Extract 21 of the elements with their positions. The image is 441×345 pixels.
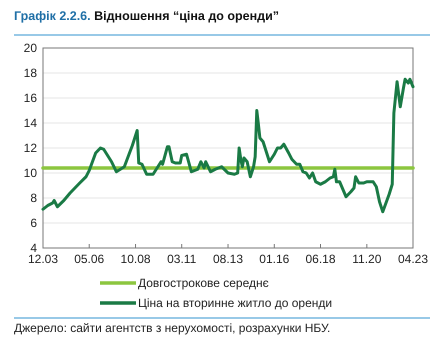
- y-tick-label: 12: [24, 141, 38, 156]
- x-tick-label: 06.18: [305, 252, 336, 266]
- text: Джерело: сайти агентств з нерухомості, розрахунки НБУ.: [14, 321, 330, 335]
- y-tick-label: 18: [24, 66, 38, 80]
- x-tick-label: 05.06: [74, 252, 105, 266]
- x-tick-label: 04.23: [398, 252, 428, 266]
- y-tick-label: 14: [24, 116, 38, 130]
- y-tick-label: 16: [24, 91, 38, 106]
- x-tick-label: 03.11: [167, 252, 197, 266]
- y-tick-label: 6: [30, 216, 38, 230]
- legend-label: Довгострокове середнє: [138, 276, 269, 290]
- x-tick-label: 01.16: [259, 252, 290, 266]
- x-tick-label: 11.20: [352, 252, 382, 266]
- y-tick-label: 8: [30, 191, 38, 206]
- x-tick-label: 08.13: [213, 252, 244, 266]
- chart-title: Графік 2.2.6. Відношення “ціна до оренди”: [14, 9, 280, 23]
- x-tick-label: 10.08: [120, 252, 151, 266]
- legend-label: Ціна на вторинне житло до оренди: [138, 296, 332, 310]
- y-tick-label: 10: [24, 166, 38, 180]
- y-tick-label: 20: [24, 41, 38, 56]
- line-series: [42, 78, 414, 214]
